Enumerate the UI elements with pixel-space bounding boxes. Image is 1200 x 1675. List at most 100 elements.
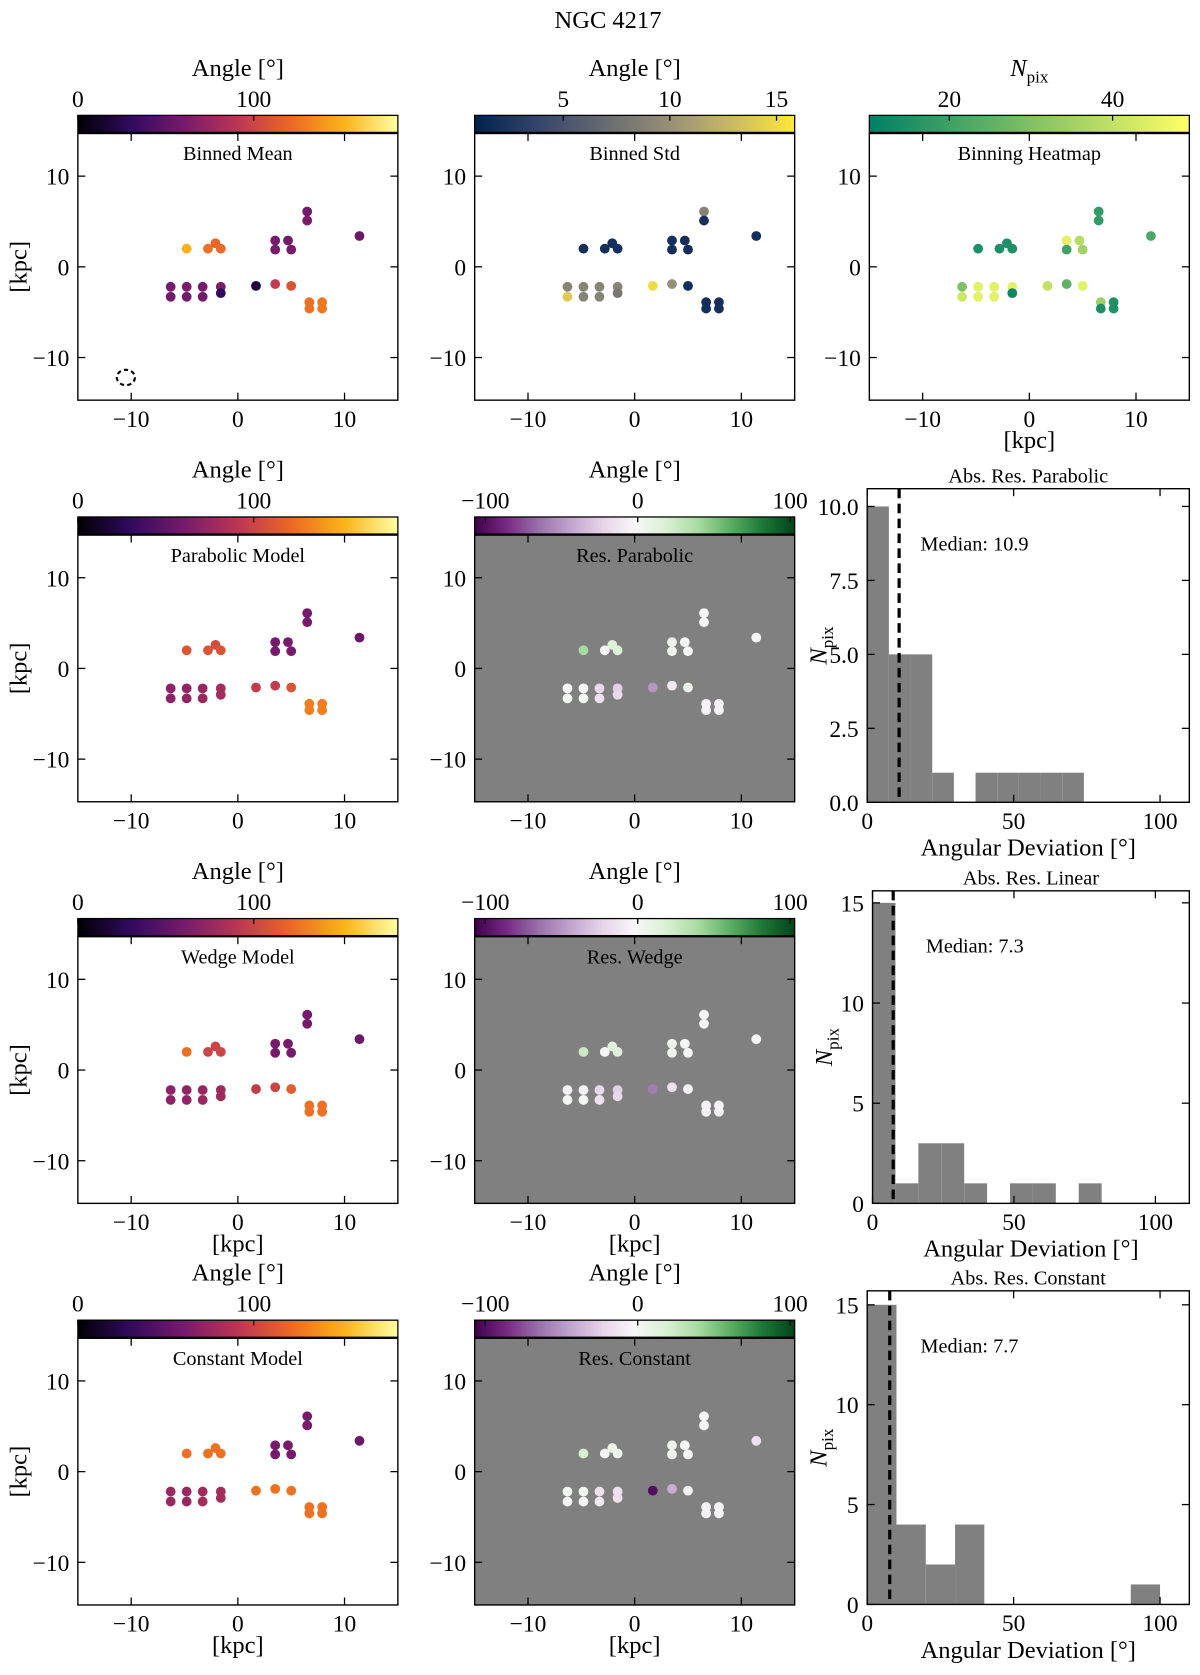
- point: [578, 281, 589, 292]
- point: [165, 693, 176, 704]
- point: [667, 244, 677, 255]
- point: [203, 645, 213, 656]
- point: [679, 1440, 690, 1451]
- axes-face: [474, 133, 795, 401]
- y-axis-label: [kpc]: [6, 241, 33, 293]
- axes-frame: [866, 1290, 1191, 1606]
- x-tick-label: 0: [232, 808, 244, 834]
- bar: [1032, 1183, 1056, 1204]
- point: [1095, 303, 1106, 314]
- colorbar-tick-label: 100: [773, 890, 808, 916]
- colorbar: [474, 114, 796, 134]
- point: [957, 281, 968, 292]
- point: [714, 1508, 724, 1519]
- point: [270, 279, 281, 289]
- point: [562, 1095, 573, 1105]
- point: [181, 1496, 192, 1507]
- bar: [895, 1183, 919, 1204]
- point: [181, 645, 192, 656]
- point: [578, 291, 589, 302]
- point: [667, 1082, 677, 1093]
- point: [578, 1496, 589, 1507]
- point: [751, 632, 762, 643]
- y-tick-label: 10.0: [818, 495, 859, 521]
- point: [181, 693, 192, 704]
- bar: [975, 772, 998, 803]
- point: [599, 1448, 610, 1459]
- point: [317, 705, 328, 716]
- point: [1061, 235, 1072, 246]
- y-axis-label: [kpc]: [6, 1044, 33, 1096]
- point: [215, 1493, 226, 1503]
- point: [701, 1508, 712, 1519]
- point: [1061, 279, 1072, 289]
- point: [599, 243, 610, 254]
- x-tick-label: −10: [113, 407, 150, 433]
- point: [270, 1082, 281, 1093]
- y-axis-label: [kpc]: [6, 1446, 33, 1498]
- axes-face: [869, 133, 1190, 401]
- point: [699, 608, 709, 619]
- point: [270, 235, 281, 246]
- point: [562, 1486, 573, 1497]
- point: [612, 1493, 623, 1503]
- axes-face: [474, 535, 795, 802]
- point: [203, 1448, 213, 1459]
- x-axis-label: [kpc]: [609, 1230, 661, 1257]
- panel-title: Constant Model: [173, 1348, 303, 1370]
- point: [667, 680, 677, 691]
- x-tick-label: 10: [333, 808, 356, 834]
- point: [286, 646, 297, 657]
- colorbar-label: Angle [°]: [589, 55, 681, 82]
- point: [751, 231, 762, 241]
- y-tick-label: 10: [841, 992, 864, 1018]
- y-axis-label-main: N: [811, 1048, 838, 1067]
- colorbar-label: Angle [°]: [589, 456, 681, 483]
- point: [612, 645, 623, 656]
- colorbar-tick-label: 100: [236, 1292, 271, 1318]
- colorbar: [868, 114, 1190, 134]
- x-tick-label: 10: [333, 1612, 356, 1638]
- point: [1077, 244, 1088, 255]
- point: [215, 288, 226, 299]
- point: [683, 646, 693, 657]
- x-tick-label: 10: [333, 1210, 356, 1236]
- axes-face: [77, 1338, 398, 1605]
- y-axis-label-sub: pix: [818, 1428, 837, 1450]
- point: [270, 1483, 281, 1494]
- y-tick-label: 0: [852, 1192, 864, 1218]
- point: [683, 1485, 693, 1496]
- point: [304, 1106, 315, 1117]
- colorbar-tick-label: 100: [236, 890, 271, 916]
- point: [181, 1085, 192, 1095]
- point: [667, 1047, 677, 1058]
- x-tick-label: 0: [629, 1210, 641, 1236]
- point: [317, 303, 328, 314]
- bar: [1062, 772, 1084, 803]
- colorbar: [77, 917, 399, 937]
- point: [304, 303, 315, 314]
- colorbar: [474, 917, 796, 937]
- x-tick-label: −10: [510, 1612, 547, 1638]
- x-tick-label: −10: [510, 407, 547, 433]
- median-label: Median: 7.7: [921, 1336, 1019, 1358]
- bar: [1130, 1584, 1161, 1605]
- axes-face: [474, 936, 795, 1204]
- colorbar-label: Angle [°]: [192, 858, 284, 885]
- x-axis-label: Angular Deviation [°]: [921, 1637, 1136, 1664]
- colorbar: [77, 516, 399, 535]
- point: [683, 1449, 693, 1460]
- y-tick-label: 0: [454, 1059, 466, 1085]
- colorbar-tick-label: 100: [773, 1292, 808, 1318]
- bar: [1010, 1183, 1033, 1204]
- point: [302, 1420, 313, 1431]
- point: [181, 1448, 192, 1459]
- point: [181, 683, 192, 694]
- colorbar-tick-label: −100: [461, 488, 509, 514]
- panel-title: Res. Parabolic: [576, 545, 693, 567]
- point: [751, 1034, 762, 1045]
- point: [215, 689, 226, 700]
- y-axis-label-sub: pix: [823, 1028, 842, 1050]
- x-tick-label: −10: [113, 1612, 150, 1638]
- point: [304, 1508, 315, 1519]
